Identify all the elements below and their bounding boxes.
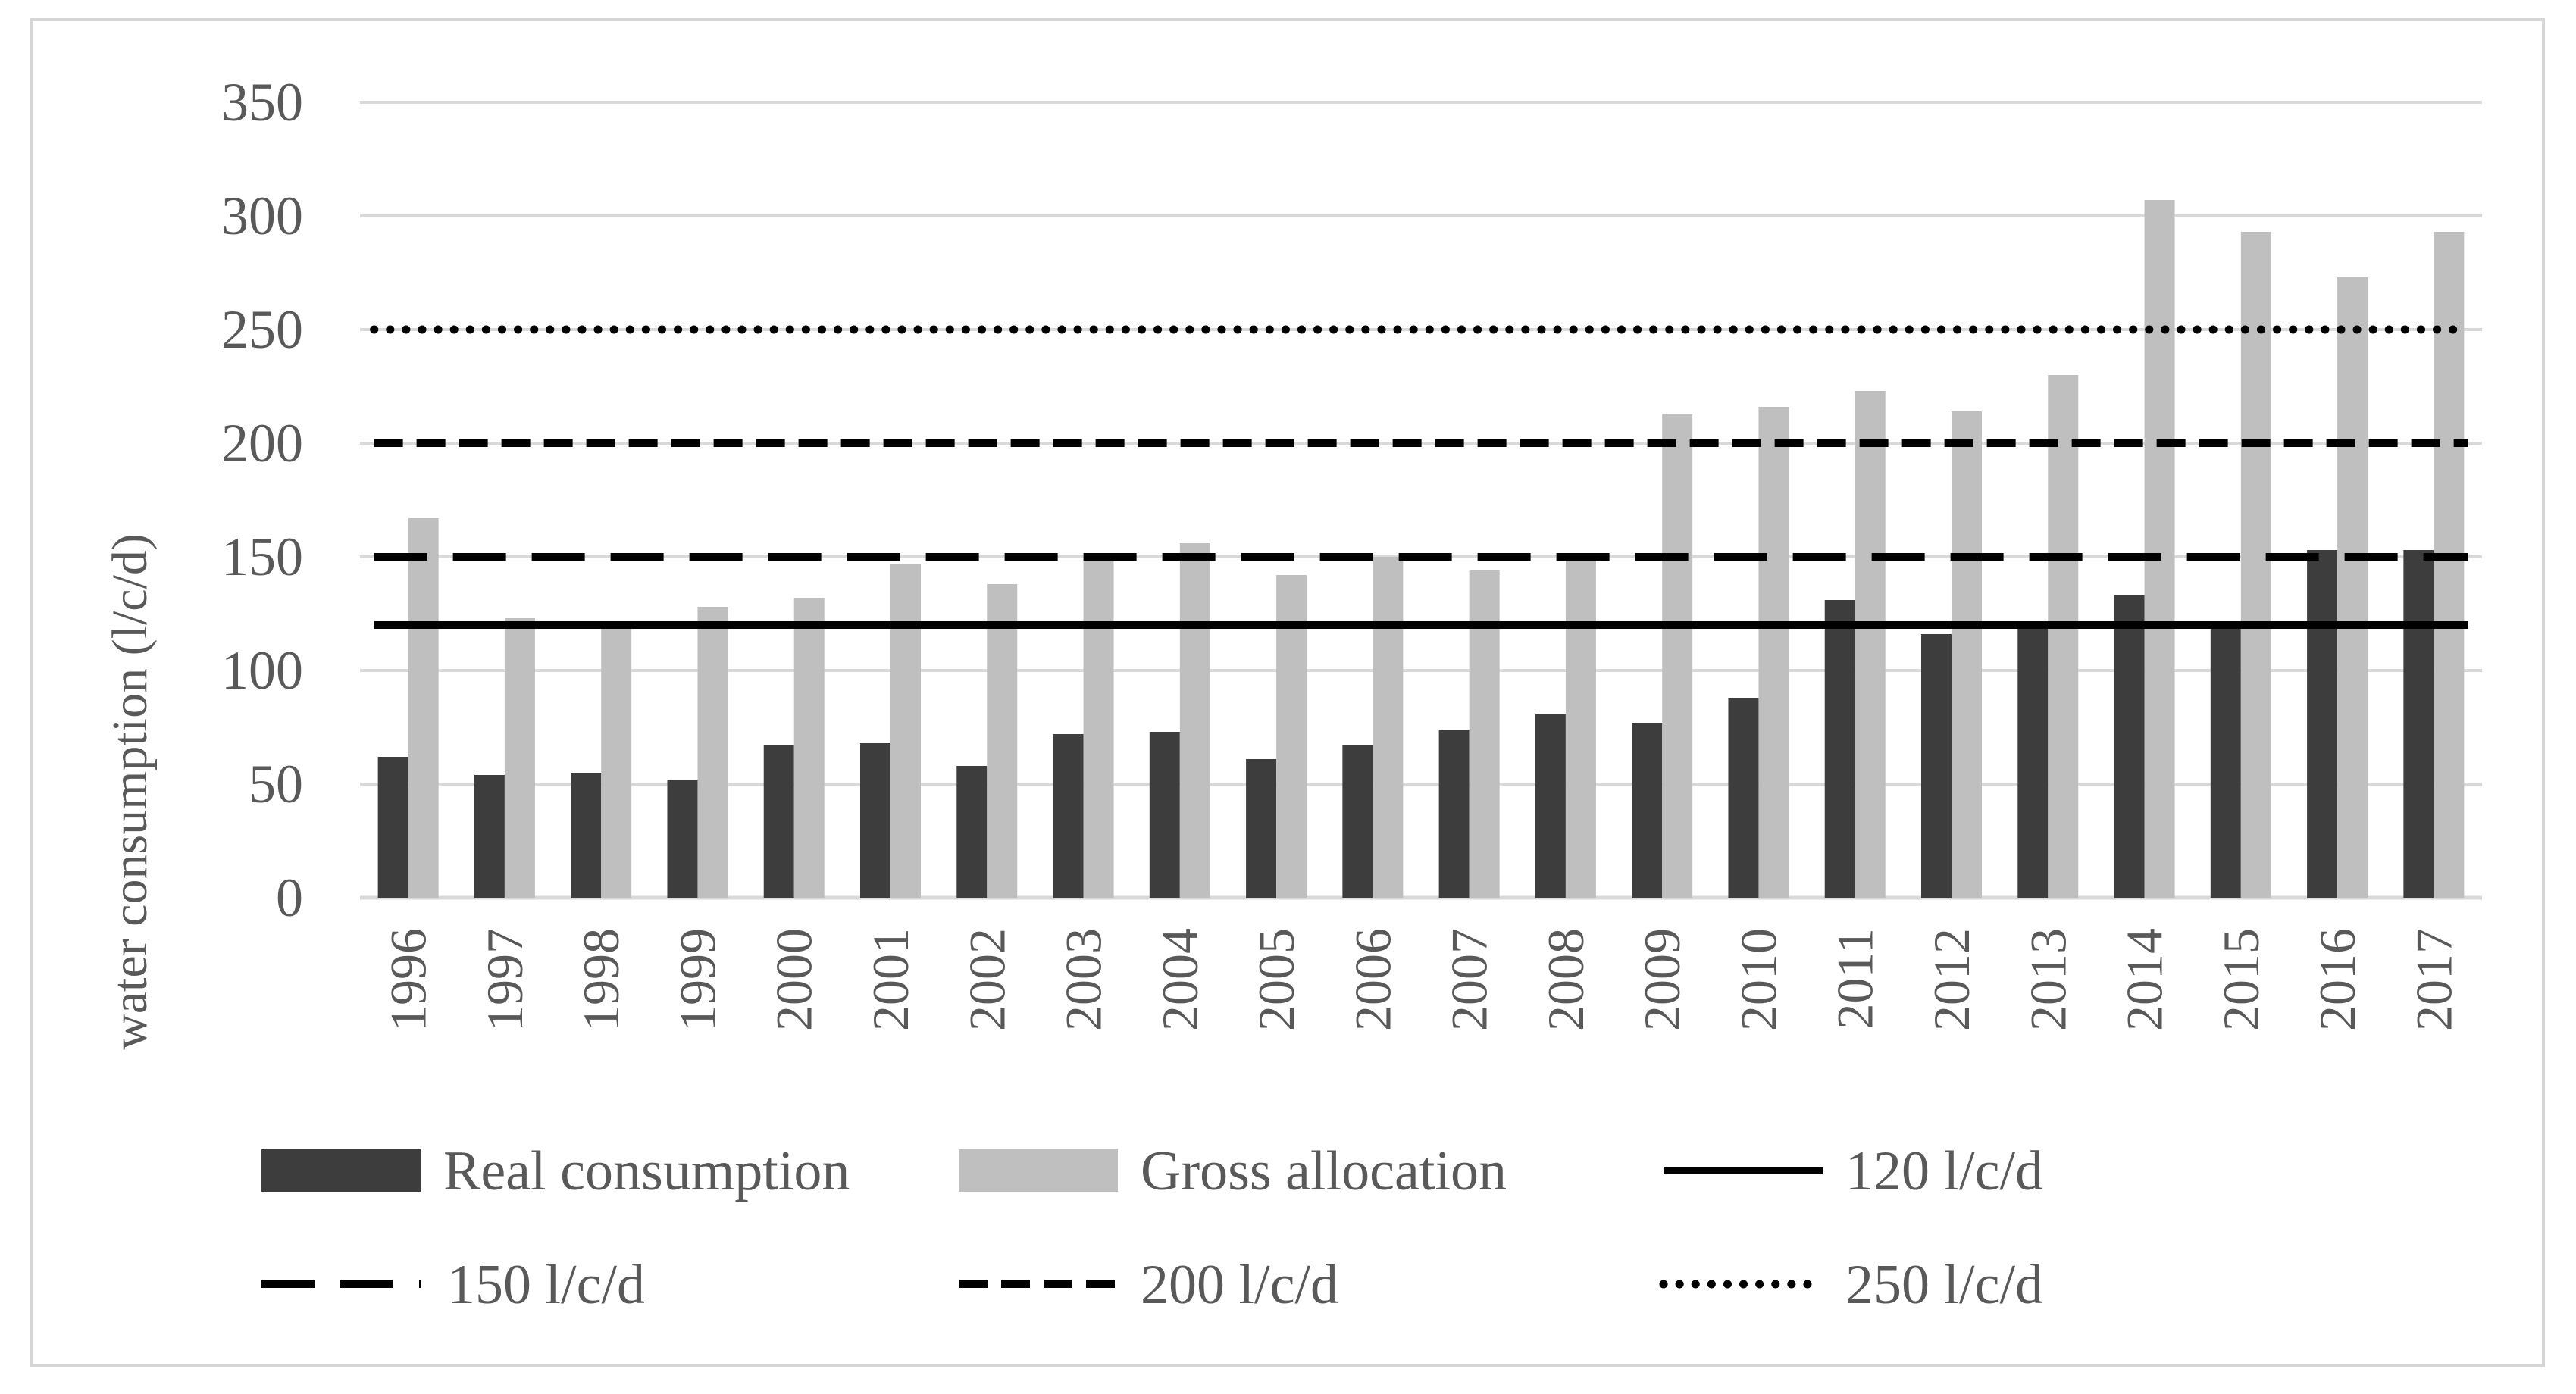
x-tick-label: 2013 [2019, 928, 2077, 1031]
x-tick-label: 2011 [1826, 928, 1884, 1029]
bar-real-consumption-2004 [1149, 732, 1180, 898]
x-tick-label: 2003 [1055, 928, 1113, 1031]
bar-real-consumption-2016 [2307, 550, 2338, 898]
x-tick-label: 1996 [380, 928, 437, 1031]
bar-real-consumption-2009 [1632, 723, 1663, 898]
x-tick-label: 1998 [572, 928, 630, 1031]
x-tick-label: 1999 [668, 928, 726, 1031]
x-tick-label: 2007 [1441, 928, 1498, 1031]
x-tick-label: 2006 [1344, 928, 1401, 1031]
bar-real-consumption-2006 [1342, 745, 1373, 898]
bar-gross-allocation-2015 [2240, 232, 2271, 898]
bar-real-consumption-2005 [1246, 759, 1277, 898]
x-tick-label: 2016 [2308, 928, 2366, 1031]
x-tick-label: 2014 [2116, 928, 2174, 1031]
bar-gross-allocation-2006 [1373, 557, 1404, 898]
y-tick-label: 50 [249, 754, 303, 814]
bar-real-consumption-2002 [956, 766, 988, 898]
bar-real-consumption-2000 [763, 745, 794, 898]
bar-real-consumption-2015 [2210, 625, 2241, 898]
bar-gross-allocation-2013 [2048, 375, 2079, 898]
bar-gross-allocation-2007 [1469, 570, 1500, 898]
bar-real-consumption-2001 [860, 743, 890, 898]
x-tick-label: 2004 [1151, 928, 1209, 1031]
bar-gross-allocation-2017 [2434, 232, 2465, 898]
bar-real-consumption-2014 [2114, 595, 2145, 898]
bar-gross-allocation-2001 [890, 564, 921, 898]
y-tick-label: 200 [221, 413, 303, 474]
bars [377, 200, 2465, 898]
bar-gross-allocation-2004 [1179, 543, 1210, 898]
x-tick-label: 1997 [476, 928, 534, 1031]
bar-real-consumption-2010 [1728, 698, 1759, 898]
x-tick-label: 2015 [2212, 928, 2270, 1031]
bar-real-consumption-1997 [474, 775, 505, 898]
legend-label: 250 l/c/d [1845, 1254, 2043, 1316]
y-tick-label: 150 [221, 527, 303, 587]
legend: Real consumption Gross allocation 120 l/c/… [261, 1140, 2043, 1316]
legend-label: 120 l/c/d [1845, 1140, 2043, 1202]
x-tick-label: 2002 [958, 928, 1016, 1031]
legend-label: 200 l/c/d [1141, 1254, 1338, 1316]
bar-real-consumption-2013 [2017, 625, 2049, 898]
y-tick-label: 250 [221, 299, 303, 360]
bar-gross-allocation-1999 [697, 607, 728, 898]
bar-gross-allocation-2000 [793, 598, 825, 898]
x-tick-label: 2000 [765, 928, 823, 1031]
y-tick-label: 300 [221, 186, 303, 246]
bar-gross-allocation-2011 [1855, 391, 1886, 898]
x-tick-label: 2010 [1729, 928, 1787, 1031]
bar-real-consumption-1998 [571, 773, 602, 898]
x-tick-label: 2009 [1633, 928, 1691, 1031]
bar-real-consumption-1999 [667, 780, 698, 898]
bar-gross-allocation-2016 [2337, 277, 2368, 898]
legend-swatch [261, 1149, 421, 1192]
bar-gross-allocation-2009 [1662, 414, 1693, 898]
bar-gross-allocation-1998 [601, 623, 632, 898]
bar-gross-allocation-1996 [408, 518, 439, 898]
bar-gross-allocation-2012 [1952, 411, 1982, 898]
y-axis-label: water consumption (l/c/d) [102, 533, 158, 1050]
legend-label: 150 l/c/d [447, 1254, 645, 1316]
bar-gross-allocation-2002 [987, 584, 1018, 898]
y-tick-label: 0 [276, 867, 303, 928]
bar-real-consumption-2011 [1824, 600, 1855, 898]
legend-label: Real consumption [443, 1140, 850, 1202]
bar-gross-allocation-2010 [1758, 407, 1789, 898]
bar-real-consumption-2003 [1053, 734, 1084, 898]
reference-lines [370, 325, 2472, 629]
bar-real-consumption-1996 [377, 757, 408, 898]
bar-real-consumption-2012 [1921, 634, 1952, 898]
bar-gross-allocation-1997 [504, 618, 535, 898]
bar-gross-allocation-2014 [2144, 200, 2175, 898]
bar-gross-allocation-2003 [1083, 557, 1114, 898]
bar-real-consumption-2007 [1438, 730, 1470, 898]
x-tick-label: 2008 [1537, 928, 1595, 1031]
x-tick-label: 2012 [1923, 928, 1980, 1031]
legend-swatch [959, 1149, 1118, 1192]
x-tick-label: 2005 [1247, 928, 1305, 1031]
y-tick-label: 100 [221, 640, 303, 701]
x-tick-label: 2001 [862, 928, 919, 1031]
bar-real-consumption-2008 [1535, 714, 1566, 898]
y-tick-label: 350 [221, 72, 303, 133]
legend-label: Gross allocation [1141, 1140, 1507, 1202]
bar-gross-allocation-2008 [1565, 559, 1596, 898]
axes: 0 50 100 150 200 250 300 350 1996 1997 1998 1999 200… [221, 72, 2462, 1031]
x-tick-label: 2017 [2405, 928, 2462, 1031]
bar-real-consumption-2017 [2403, 550, 2434, 898]
